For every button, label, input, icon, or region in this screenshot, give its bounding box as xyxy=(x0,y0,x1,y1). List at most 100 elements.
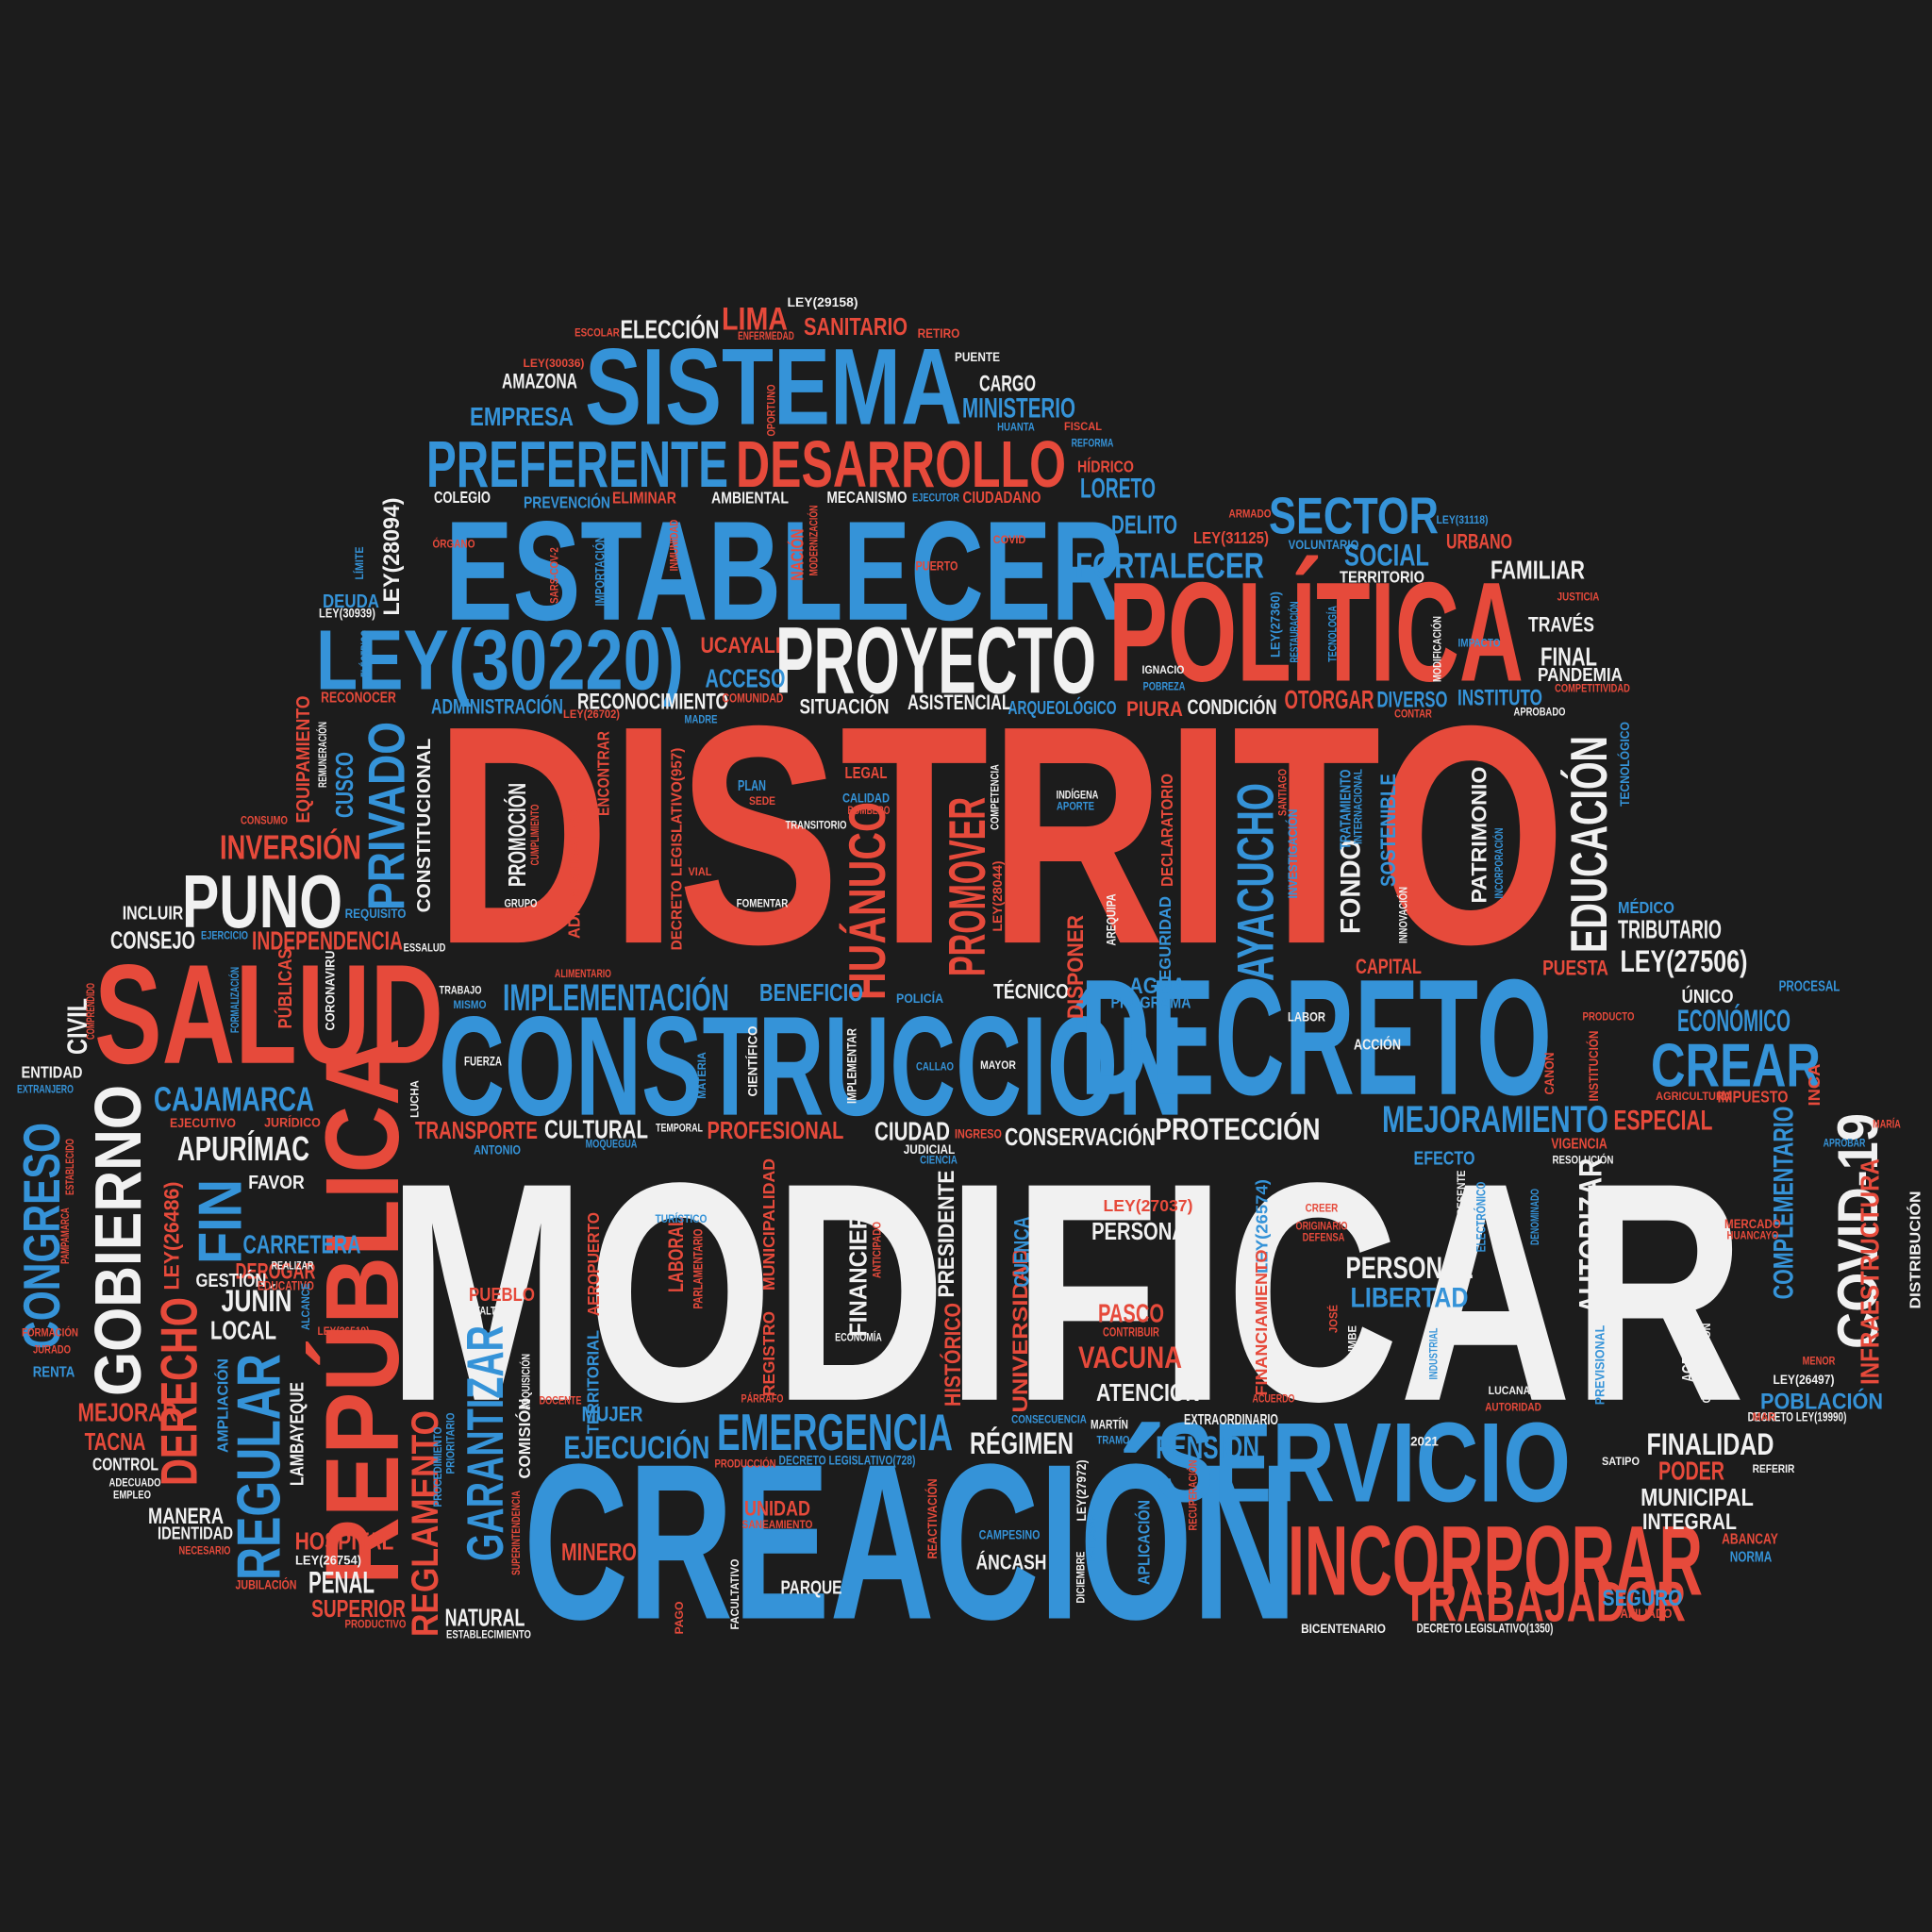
word-judicial: JUDICIAL xyxy=(904,1141,956,1157)
word-establecimiento: ESTABLECIMIENTO xyxy=(446,1628,531,1641)
word-universidad: UNIVERSIDAD xyxy=(1009,1248,1033,1413)
word-civil: CIVIL xyxy=(61,998,92,1055)
word-medico: MÉDICO xyxy=(1618,898,1674,918)
word-privado: PRIVADO xyxy=(358,722,416,910)
word-ministerio: MINISTERIO xyxy=(962,393,1075,425)
word-defensa: DEFENSA xyxy=(1303,1231,1345,1243)
word-competencia: COMPETENCIA xyxy=(989,764,1001,830)
word-mar: MAR xyxy=(1753,1412,1776,1424)
word-educativo: EDUCATIVO xyxy=(258,1278,314,1293)
word-menor: MENOR xyxy=(1803,1355,1836,1367)
word-remuneracion: REMUNERACIÓN xyxy=(315,722,329,788)
word-integral: INTEGRAL xyxy=(1642,1508,1737,1534)
word-realizar: REALIZAR xyxy=(272,1259,314,1273)
word-disponer: DISPONER xyxy=(1063,915,1089,1019)
word-asistencial: ASISTENCIAL xyxy=(908,691,1011,715)
word-aporte: APORTE xyxy=(1057,800,1094,812)
word-asfaltado: ASFALTADO xyxy=(463,1305,515,1317)
word-social: SOCIAL xyxy=(1344,538,1429,572)
word-ambiental: AMBIENTAL xyxy=(711,489,789,508)
word-autoridad: AUTORIDAD xyxy=(1485,1401,1541,1413)
word-mismo: MISMO xyxy=(454,1000,487,1012)
word-canon: CANON xyxy=(1541,1053,1557,1095)
word-familiar: FAMILIAR xyxy=(1491,557,1585,585)
word-pasco: PASCO xyxy=(1098,1299,1164,1328)
word-gobierno: GOBIERNO xyxy=(81,1085,155,1396)
word-registro: REGISTRO xyxy=(759,1311,778,1396)
word-restauracion: RESTAURACIÓN xyxy=(1287,602,1301,663)
word-capital: CAPITAL xyxy=(1356,956,1422,979)
word-tecnico: TÉCNICO xyxy=(993,980,1069,1004)
word-territorio: TERRITORIO xyxy=(1340,568,1424,587)
word-impuesto: IMPUESTO xyxy=(1718,1088,1789,1107)
word-importacion: IMPORTACIÓN xyxy=(591,536,608,607)
word-loreto: LORETO xyxy=(1080,473,1156,504)
word-gestion: GESTIÓN xyxy=(196,1270,267,1291)
word-ley-31125: LEY(31125) xyxy=(1193,528,1269,548)
word-institucion: INSTITUCIÓN xyxy=(1586,1031,1601,1102)
word-norma: NORMA xyxy=(1730,1548,1773,1565)
word-labor: LABOR xyxy=(1288,1009,1325,1024)
word-escolar: ESCOLAR xyxy=(575,326,620,339)
word-reactivacion: REACTIVACIÓN xyxy=(924,1479,941,1559)
word-construccion: CONSTRUCCIÓN xyxy=(439,987,1184,1145)
word-distrito: DISTRITO xyxy=(434,661,1566,1009)
word-finalidad: FINALIDAD xyxy=(1647,1428,1774,1462)
word-producto: PRODUCTO xyxy=(1583,1010,1635,1023)
word-servicio: SERVICIO xyxy=(1156,1399,1571,1525)
word-materia: MATERIA xyxy=(697,1052,708,1099)
word-unico: ÚNICO xyxy=(1682,986,1734,1008)
word-mayor: MAYOR xyxy=(980,1060,1016,1073)
word-encontrar: ENCONTRAR xyxy=(594,731,613,816)
word-superior: SUPERIOR xyxy=(311,1594,406,1623)
word-ley-28094: LEY(28094) xyxy=(379,498,404,616)
word-seguro: SEGURO xyxy=(1603,1585,1683,1610)
word-pampamarca: PAMPAMARCA xyxy=(60,1208,73,1264)
word-arequipa: AREQUIPA xyxy=(1104,893,1119,945)
word-superintendencia: SUPERINTENDENCIA xyxy=(511,1491,524,1575)
word-reconocimiento: RECONOCIMIENTO xyxy=(577,690,728,714)
word-puente: PUENTE xyxy=(955,349,1000,364)
word-minero: MINERO xyxy=(561,1538,637,1565)
word-turistico: TURÍSTICO xyxy=(656,1212,708,1225)
word-retiro: RETIRO xyxy=(918,325,960,341)
word-docente: DOCENTE xyxy=(540,1394,582,1407)
word-conservacion: CONSERVACIÓN xyxy=(1005,1122,1156,1150)
word-tributario: TRIBUTARIO xyxy=(1618,915,1722,944)
word-decreto-legislativo-1350: DECRETO LEGISLATIVO(1350) xyxy=(1417,1621,1554,1636)
word-fiscal: FISCAL xyxy=(1064,422,1102,433)
word-poblacion: POBLACIÓN xyxy=(1760,1388,1883,1413)
word-ignacio: IGNACIO xyxy=(1142,665,1185,677)
word-natural: NATURAL xyxy=(445,1604,525,1631)
word-ampliacion: AMPLIACIÓN xyxy=(213,1358,231,1453)
word-sanitario: SANITARIO xyxy=(804,313,908,341)
word-cajamarca: CAJAMARCA xyxy=(154,1079,314,1118)
word-ley-28044: LEY(28044) xyxy=(990,861,1005,932)
word-lucha: LUCHA xyxy=(408,1080,421,1118)
word-tratamiento: TRATAMIENTO xyxy=(1337,770,1354,850)
word-municipal: MUNICIPAL xyxy=(1641,1484,1754,1511)
word-transporte: TRANSPORTE xyxy=(415,1116,538,1144)
word-nacion: NACIÓN xyxy=(788,529,808,581)
word-eleccion: ELECCIÓN xyxy=(621,314,720,344)
word-financiamiento: FINANCIAMIENTO xyxy=(1252,1250,1271,1396)
word-afiliado: AFILIADO xyxy=(1621,1606,1673,1621)
word-organo: ÓRGANO xyxy=(433,537,475,550)
word-precisar: PRECISAR xyxy=(1086,1514,1098,1561)
word-municipalidad: MUNICIPALIDAD xyxy=(759,1158,778,1291)
word-contar: CONTAR xyxy=(1394,708,1432,720)
word-recuperacion: RECUPERACIÓN xyxy=(1186,1459,1200,1530)
word-aprobar: APROBAR xyxy=(1824,1137,1866,1150)
word-voluntario: VOLUNTARIO xyxy=(1289,537,1359,552)
word-alcance: ALCANCE xyxy=(301,1283,313,1330)
word-instituto: INSTITUTO xyxy=(1457,686,1542,710)
word-amazona: AMAZONA xyxy=(502,371,577,393)
word-tramo: TRAMO xyxy=(1097,1434,1130,1446)
word-regimen: RÉGIMEN xyxy=(970,1426,1074,1459)
word-establecer: ESTABLECER xyxy=(445,491,1124,650)
word-modificacion: MODIFICACIÓN xyxy=(1430,616,1443,682)
word-acuerdo: ACUERDO xyxy=(1253,1392,1295,1406)
word-lima: LIMA xyxy=(722,301,788,337)
word-ley-26486: LEY(26486) xyxy=(159,1182,183,1291)
